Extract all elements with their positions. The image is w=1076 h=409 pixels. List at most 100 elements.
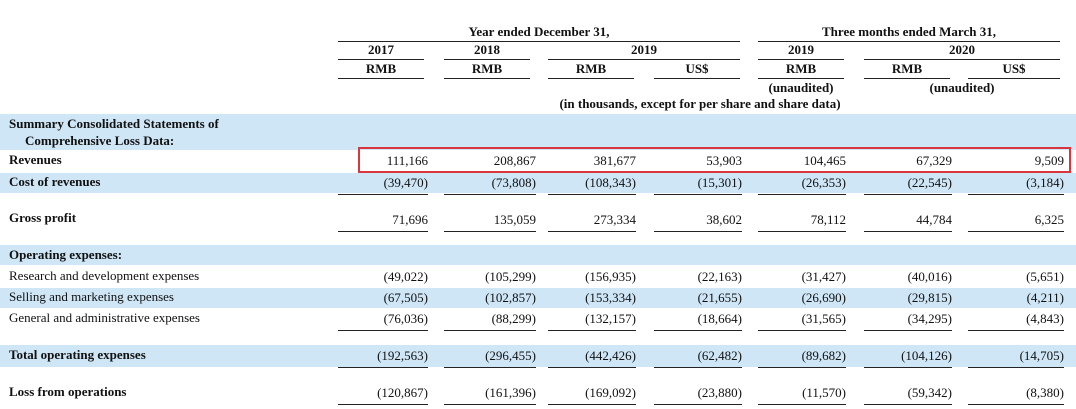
cell-rule [338, 330, 428, 331]
currency-2019-rmb: RMB [548, 61, 634, 79]
cell-rule [968, 194, 1064, 195]
cell-rule [444, 367, 536, 368]
cell-research-development-3: (22,163) [697, 269, 742, 284]
cell-rule [548, 194, 636, 195]
cell-rule [338, 231, 428, 232]
cell-rule [444, 231, 536, 232]
currency-2019-usd: US$ [654, 61, 740, 79]
cell-rule [758, 194, 846, 195]
cell-total-operating-expenses-6: (14,705) [1019, 348, 1064, 363]
year-2019: 2019 [548, 42, 740, 60]
row-label-research-development: Research and development expenses [9, 268, 200, 283]
band-selling-marketing [0, 288, 1076, 308]
cell-general-administrative-5: (34,295) [907, 311, 952, 326]
cell-research-development-2: (156,935) [585, 269, 636, 284]
cell-gross-profit-3: 38,602 [706, 212, 742, 227]
cell-general-administrative-3: (18,664) [697, 311, 742, 326]
cell-general-administrative-2: (132,157) [585, 311, 636, 326]
currency-2017: RMB [338, 61, 424, 79]
row-label-loss-from-operations: Loss from operations [9, 384, 127, 399]
cell-rule [548, 330, 636, 331]
three-months-header: Three months ended March 31, [758, 24, 1060, 42]
row-label-general-administrative: General and administrative expenses [9, 310, 200, 325]
cell-rule [444, 404, 536, 405]
cell-general-administrative-0: (76,036) [383, 311, 428, 326]
currency-2018: RMB [444, 61, 530, 79]
cell-revenues-2: 381,677 [593, 153, 636, 168]
cell-total-operating-expenses-5: (104,126) [901, 348, 952, 363]
cell-revenues-0: 111,166 [386, 153, 428, 168]
cell-total-operating-expenses-2: (442,426) [585, 348, 636, 363]
cell-cost-of-revenues-2: (108,343) [585, 175, 636, 190]
cell-revenues-5: 67,329 [916, 153, 952, 168]
cell-revenues-6: 9,509 [1034, 153, 1064, 168]
cell-research-development-4: (31,427) [801, 269, 846, 284]
row-label-cost-of-revenues: Cost of revenues [9, 174, 101, 189]
cell-loss-from-operations-3: (23,880) [697, 385, 742, 400]
cell-rule [654, 404, 742, 405]
cell-rule [654, 330, 742, 331]
row-label-revenues: Revenues [9, 152, 62, 167]
cell-selling-marketing-1: (102,857) [485, 290, 536, 305]
section-summary-title-2: Comprehensive Loss Data: [25, 133, 175, 148]
cell-loss-from-operations-6: (8,380) [1026, 385, 1064, 400]
cell-rule [758, 330, 846, 331]
cell-rule [654, 367, 742, 368]
revenues-highlight-box [358, 147, 1071, 173]
cell-cost-of-revenues-4: (26,353) [801, 175, 846, 190]
cell-selling-marketing-0: (67,505) [383, 290, 428, 305]
cell-total-operating-expenses-0: (192,563) [377, 348, 428, 363]
cell-gross-profit-1: 135,059 [493, 212, 536, 227]
cell-loss-from-operations-1: (161,396) [485, 385, 536, 400]
row-label-total-operating-expenses: Total operating expenses [9, 347, 146, 362]
cell-gross-profit-4: 78,112 [810, 212, 846, 227]
cell-rule [864, 330, 952, 331]
cell-general-administrative-6: (4,843) [1026, 311, 1064, 326]
cell-rule [338, 194, 428, 195]
cell-total-operating-expenses-3: (62,482) [697, 348, 742, 363]
quarter-2020: 2020 [864, 42, 1060, 60]
cell-rule [758, 404, 846, 405]
cell-selling-marketing-2: (153,334) [585, 290, 636, 305]
cell-cost-of-revenues-5: (22,545) [907, 175, 952, 190]
cell-research-development-0: (49,022) [383, 269, 428, 284]
cell-revenues-3: 53,903 [706, 153, 742, 168]
currency-q2019-rmb: RMB [758, 61, 844, 79]
cell-rule [444, 194, 536, 195]
cell-total-operating-expenses-1: (296,455) [485, 348, 536, 363]
cell-cost-of-revenues-1: (73,808) [491, 175, 536, 190]
year-2018: 2018 [444, 42, 530, 60]
cell-rule [758, 231, 846, 232]
cell-rule [758, 367, 846, 368]
cell-cost-of-revenues-3: (15,301) [697, 175, 742, 190]
cell-selling-marketing-3: (21,655) [697, 290, 742, 305]
cell-loss-from-operations-5: (59,342) [907, 385, 952, 400]
cell-rule [338, 404, 428, 405]
cell-general-administrative-1: (88,299) [491, 311, 536, 326]
band-operating-expenses [0, 245, 1076, 265]
cell-rule [548, 231, 636, 232]
currency-q2020-usd: US$ [968, 61, 1060, 79]
cell-selling-marketing-4: (26,690) [801, 290, 846, 305]
cell-rule [968, 231, 1064, 232]
cell-loss-from-operations-2: (169,092) [585, 385, 636, 400]
cell-research-development-5: (40,016) [907, 269, 952, 284]
cell-rule [864, 404, 952, 405]
cell-loss-from-operations-4: (11,570) [802, 385, 846, 400]
cell-rule [654, 194, 742, 195]
cell-loss-from-operations-0: (120,867) [377, 385, 428, 400]
units-note: (in thousands, except for per share and … [559, 96, 841, 111]
cell-gross-profit-0: 71,696 [392, 212, 428, 227]
cell-rule [654, 231, 742, 232]
unaudited-2020: (unaudited) [929, 80, 995, 95]
cell-general-administrative-4: (31,565) [801, 311, 846, 326]
year-2017: 2017 [338, 42, 424, 60]
cell-rule [548, 367, 636, 368]
cell-rule [968, 404, 1064, 405]
cell-selling-marketing-5: (29,815) [907, 290, 952, 305]
row-label-selling-marketing: Selling and marketing expenses [9, 289, 174, 304]
band-cost-of-revenues [0, 173, 1076, 193]
cell-total-operating-expenses-4: (89,682) [801, 348, 846, 363]
cell-research-development-6: (5,651) [1026, 269, 1064, 284]
cell-rule [864, 194, 952, 195]
